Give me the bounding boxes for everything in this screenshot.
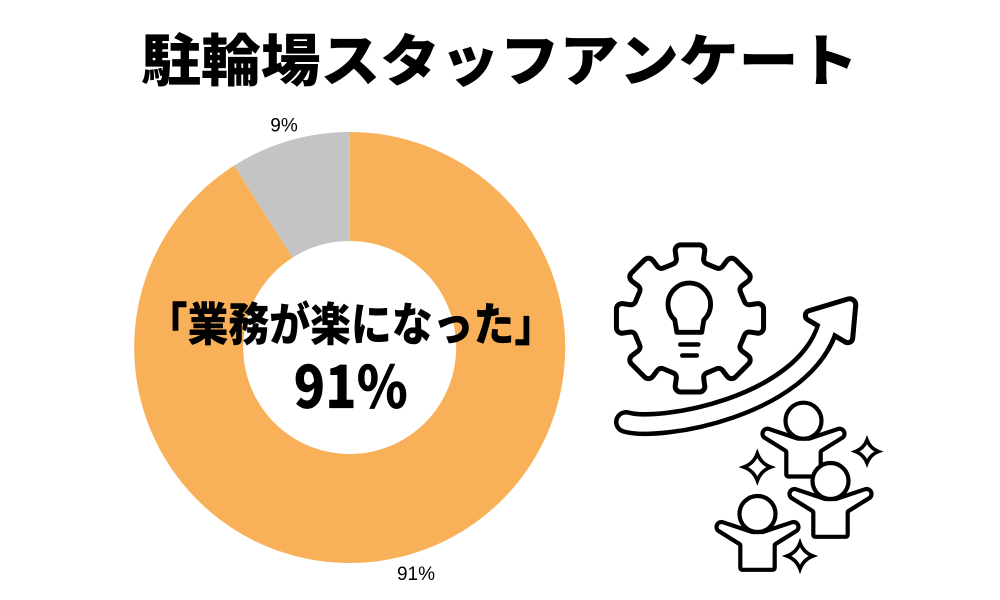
svg-text:9%: 9% [270,116,298,137]
svg-text:91%: 91% [397,564,435,585]
